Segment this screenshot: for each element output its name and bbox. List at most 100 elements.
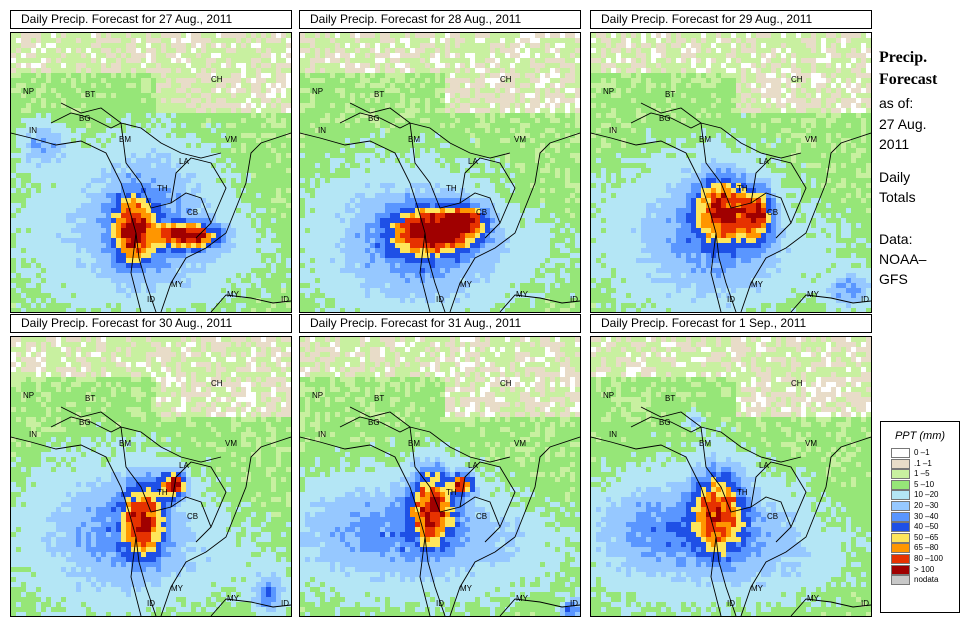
country-label: LA: [468, 461, 478, 470]
legend-label: 0 –1: [914, 448, 930, 457]
country-label: ID: [147, 599, 155, 608]
country-label: CB: [187, 512, 199, 521]
legend-swatch: [891, 522, 910, 533]
country-label: TH: [737, 488, 748, 497]
country-label: LA: [179, 461, 189, 470]
legend-label: > 100: [914, 564, 935, 574]
legend-swatch: [891, 490, 910, 501]
country-label: BM: [699, 439, 711, 448]
legend-label: nodata: [914, 575, 939, 585]
country-label: VM: [514, 439, 526, 448]
legend-swatch: [891, 500, 910, 511]
legend-swatch: [891, 458, 910, 469]
country-label: LA: [759, 461, 769, 470]
country-label: NP: [23, 87, 35, 96]
forecast-panel-aug-30: Daily Precip. Forecast for 30 Aug., 2011…: [10, 314, 292, 617]
panel-title: Daily Precip. Forecast for 31 Aug., 2011: [299, 314, 581, 333]
legend-label: 1 –5: [914, 469, 930, 479]
forecast-panel-sep-01: Daily Precip. Forecast for 1 Sep., 2011 …: [590, 314, 872, 617]
legend-item: > 100: [881, 564, 959, 576]
country-label: BG: [79, 418, 91, 427]
legend-item: 5 –10: [881, 479, 959, 491]
country-label: ID: [861, 599, 869, 608]
legend-swatch: [891, 564, 910, 575]
side-totals-line2: Totals: [879, 189, 916, 205]
country-label: IN: [609, 126, 617, 135]
legend-label: 30 –40: [914, 511, 939, 521]
country-label: ID: [570, 295, 578, 304]
country-label: IN: [29, 430, 37, 439]
country-label: BT: [85, 90, 96, 99]
legend-title: PPT (mm): [894, 430, 946, 442]
side-data-line1: Data:: [879, 231, 913, 247]
legend-swatch: [891, 543, 910, 554]
legend-item: 30 –40: [881, 511, 959, 523]
country-label: MY: [171, 280, 183, 289]
side-title-line2: Forecast: [879, 71, 938, 88]
side-title-line1: Precip.: [879, 49, 928, 66]
legend-item: 0 –1: [881, 448, 959, 459]
country-label: CB: [476, 208, 488, 217]
legend-label: 10 –20: [914, 490, 939, 500]
country-label: BT: [374, 90, 385, 99]
country-label: BT: [85, 394, 96, 403]
legend-label: .1 –1: [914, 458, 932, 468]
country-label: CB: [187, 208, 199, 217]
country-label: TH: [157, 184, 168, 193]
forecast-panel-aug-29: Daily Precip. Forecast for 29 Aug., 2011…: [590, 10, 872, 313]
country-label: LA: [179, 157, 189, 166]
country-label: NP: [312, 87, 324, 96]
country-label: MY: [227, 594, 239, 603]
country-label: TH: [446, 488, 457, 497]
legend-swatch: [891, 479, 910, 490]
forecast-panel-aug-31: Daily Precip. Forecast for 31 Aug., 2011…: [299, 314, 581, 617]
country-label: BT: [665, 394, 676, 403]
country-label: CH: [211, 379, 223, 388]
precip-map: NP BT BG IN CH BM VM LA TH CB MY ID MY ID: [299, 32, 581, 313]
forecast-panel-aug-27: Daily Precip. Forecast for 27 Aug., 2011…: [10, 10, 292, 313]
country-label: CB: [767, 512, 779, 521]
country-label: IN: [318, 430, 326, 439]
country-label: ID: [727, 599, 735, 608]
precip-map: NP BT BG IN CH BM VM LA TH CB MY ID MY ID: [299, 336, 581, 617]
country-label: VM: [225, 439, 237, 448]
legend-label: 50 –65: [914, 532, 939, 542]
legend-item: .1 –1: [881, 458, 959, 470]
country-label: NP: [23, 391, 35, 400]
country-label: CH: [500, 379, 512, 388]
side-date-line2: 2011: [879, 136, 910, 152]
legend-label: 5 –10: [914, 479, 935, 489]
country-label: BM: [408, 135, 420, 144]
panel-title: Daily Precip. Forecast for 29 Aug., 2011: [590, 10, 872, 29]
country-label: BG: [368, 114, 380, 123]
precip-map: NP BT BG IN CH BM VM LA TH CB MY ID MY ID: [590, 32, 872, 313]
legend-rows: 0 –1.1 –1 1 –5 5 –10 10 –20 20 –30 30 –40 40 –…: [881, 448, 959, 586]
legend-item: 80 –100: [881, 553, 959, 565]
country-label: BG: [659, 114, 671, 123]
country-label: TH: [737, 184, 748, 193]
country-label: ID: [727, 295, 735, 304]
country-label: BM: [119, 135, 131, 144]
legend-label: 80 –100: [914, 553, 943, 563]
country-label: BT: [665, 90, 676, 99]
country-label: MY: [227, 290, 239, 299]
legend-swatch: [891, 511, 910, 522]
country-label: IN: [29, 126, 37, 135]
legend-item: 50 –65: [881, 532, 959, 544]
country-label: BM: [408, 439, 420, 448]
country-label: CB: [476, 512, 488, 521]
country-label: MY: [460, 280, 472, 289]
side-data-line2: NOAA–: [879, 251, 927, 267]
country-label: LA: [468, 157, 478, 166]
legend-swatch: [891, 575, 910, 586]
country-label: BM: [119, 439, 131, 448]
legend-label: 20 –30: [914, 500, 939, 510]
forecast-panel-aug-28: Daily Precip. Forecast for 28 Aug., 2011…: [299, 10, 581, 313]
panel-title: Daily Precip. Forecast for 30 Aug., 2011: [10, 314, 292, 333]
precip-legend: PPT (mm) 0 –1.1 –1 1 –5 5 –10 10 –20 20 –30 3…: [880, 421, 960, 613]
country-label: IN: [318, 126, 326, 135]
country-label: MY: [807, 290, 819, 299]
precip-map: NP BT BG IN CH BM VM LA TH CB MY ID MY ID: [10, 336, 292, 617]
country-label: ID: [861, 295, 869, 304]
legend-label: 65 –80: [914, 543, 939, 553]
